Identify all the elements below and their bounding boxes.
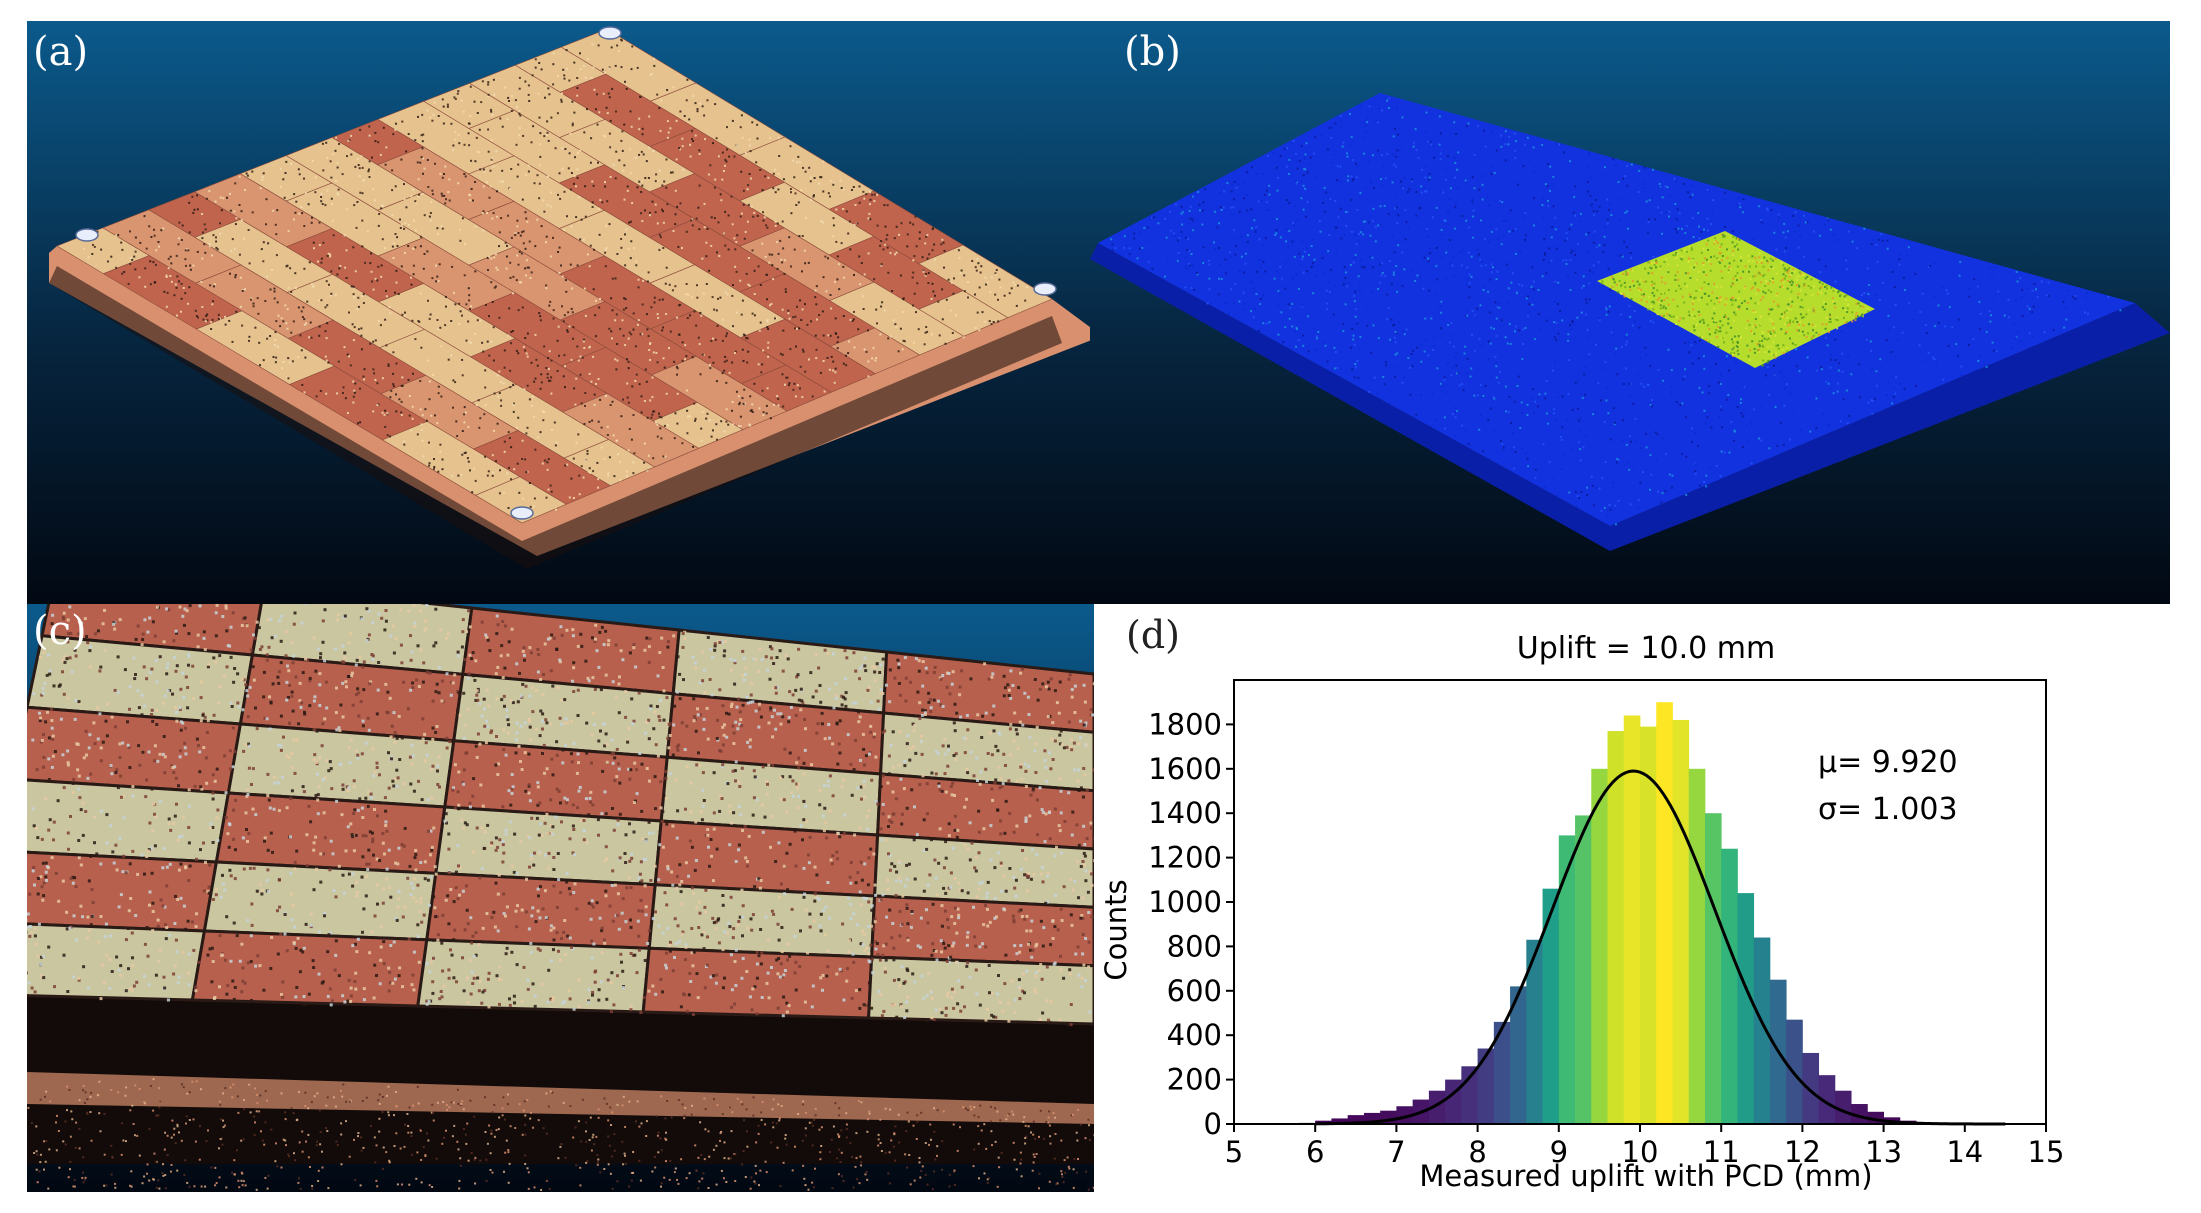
panel-b-point-cloud-uplift-map: (b) (1090, 21, 2170, 604)
histogram-bar (1721, 848, 1738, 1124)
histogram-bar (1542, 888, 1560, 1124)
histogram-bar (1493, 1021, 1511, 1124)
x-tick-label: 15 (2028, 1135, 2065, 1169)
x-tick-label: 6 (1306, 1135, 1324, 1169)
y-tick-label: 1000 (1148, 885, 1222, 919)
histogram-bar (1688, 768, 1706, 1124)
y-tick-label: 1400 (1148, 796, 1222, 830)
histogram-bar (1623, 715, 1641, 1124)
panel-b-render (1090, 21, 2170, 604)
histogram-bar (1461, 1066, 1478, 1124)
slab-shadow (49, 266, 1062, 569)
paver-speckle (83, 31, 1028, 511)
panel-c-point-cloud-closeup: (c) (27, 604, 1094, 1192)
histogram-bar (1753, 937, 1771, 1124)
histogram-bar (1526, 939, 1543, 1124)
panel-b-label: (b) (1124, 29, 1181, 75)
histogram-bar (1558, 835, 1576, 1124)
histogram-bar (1428, 1090, 1446, 1124)
slab-top (1098, 93, 2135, 526)
histogram-bar (1331, 1118, 1349, 1124)
histogram-bar (1672, 719, 1690, 1124)
histogram-bar (1477, 1048, 1495, 1124)
y-axis-label: Counts (1099, 879, 1133, 980)
histogram-bar (1591, 768, 1608, 1124)
chart-title: Uplift = 10.0 mm (1517, 631, 1775, 666)
slab-edge-strip (27, 1072, 1094, 1124)
x-tick-label: 13 (1865, 1135, 1902, 1169)
histogram-bar (1363, 1112, 1381, 1124)
histogram-chart: (d) Uplift = 10.0 mm Measured uplift wit… (1099, 613, 2065, 1192)
closeup-speckle (27, 604, 1094, 1027)
histogram-bars (1298, 702, 1933, 1124)
edge-speckle (27, 1078, 1094, 1191)
x-tick-label: 9 (1550, 1135, 1568, 1169)
y-tick-label: 1800 (1148, 707, 1222, 741)
x-tick-label: 14 (1946, 1135, 1983, 1169)
histogram-bar (1834, 1090, 1852, 1124)
paver-tiles (56, 28, 1053, 524)
histogram-bar (1640, 726, 1657, 1124)
x-tick-label: 11 (1703, 1135, 1740, 1169)
slab-edge (1090, 243, 2170, 551)
x-axis-ticks: 5 6 7 8 9 10 11 12 13 14 15 (1225, 1124, 2065, 1169)
x-tick-label: 5 (1225, 1135, 1243, 1169)
slab-shadow (27, 989, 1094, 1164)
histogram-bar (1607, 731, 1625, 1124)
panel-c-label: (c) (33, 608, 87, 654)
histogram-bar (1737, 893, 1755, 1124)
panel-a-label: (a) (33, 29, 89, 75)
panel-d-label: (d) (1126, 613, 1180, 657)
paver-tiles (27, 604, 1094, 1026)
x-tick-label: 12 (1784, 1135, 1821, 1169)
histogram-bar (1575, 815, 1592, 1124)
histogram-bar (1704, 813, 1722, 1124)
x-tick-label: 10 (1622, 1135, 1659, 1169)
mean-annotation: μ= 9.920 (1818, 745, 1958, 780)
x-axis-label: Measured uplift with PCD (mm) (1419, 1159, 1872, 1192)
y-tick-label: 400 (1167, 1018, 1222, 1052)
y-tick-label: 200 (1167, 1063, 1222, 1097)
sigma-annotation: σ= 1.003 (1818, 792, 1958, 827)
y-axis-ticks: 0 200 400 600 800 1000 1200 1400 1600 1800 (1148, 707, 1234, 1141)
histogram-bar (1656, 702, 1673, 1124)
y-tick-label: 0 (1204, 1107, 1222, 1141)
target-marker (75, 228, 99, 242)
histogram-bar (1510, 986, 1527, 1124)
histogram-bar (1802, 1052, 1820, 1124)
patch-speckle (1601, 233, 1870, 367)
panel-a-point-cloud-pavers: (a) (27, 21, 1090, 604)
y-tick-label: 1200 (1148, 841, 1222, 875)
target-marker (598, 26, 622, 40)
y-tick-label: 600 (1167, 974, 1222, 1008)
panel-a-render (27, 21, 1090, 604)
x-tick-label: 8 (1468, 1135, 1486, 1169)
panel-d-histogram: (d) Uplift = 10.0 mm Measured uplift wit… (1094, 604, 2170, 1192)
x-tick-label: 7 (1387, 1135, 1405, 1169)
y-tick-label: 800 (1167, 929, 1222, 963)
y-tick-label: 1600 (1148, 752, 1222, 786)
target-marker (1033, 282, 1057, 296)
panel-c-render (27, 604, 1094, 1192)
histogram-bar (1347, 1115, 1365, 1124)
histogram-bar (1818, 1075, 1836, 1124)
target-marker (510, 506, 534, 520)
gaussian-fit-curve (1315, 769, 2006, 1126)
